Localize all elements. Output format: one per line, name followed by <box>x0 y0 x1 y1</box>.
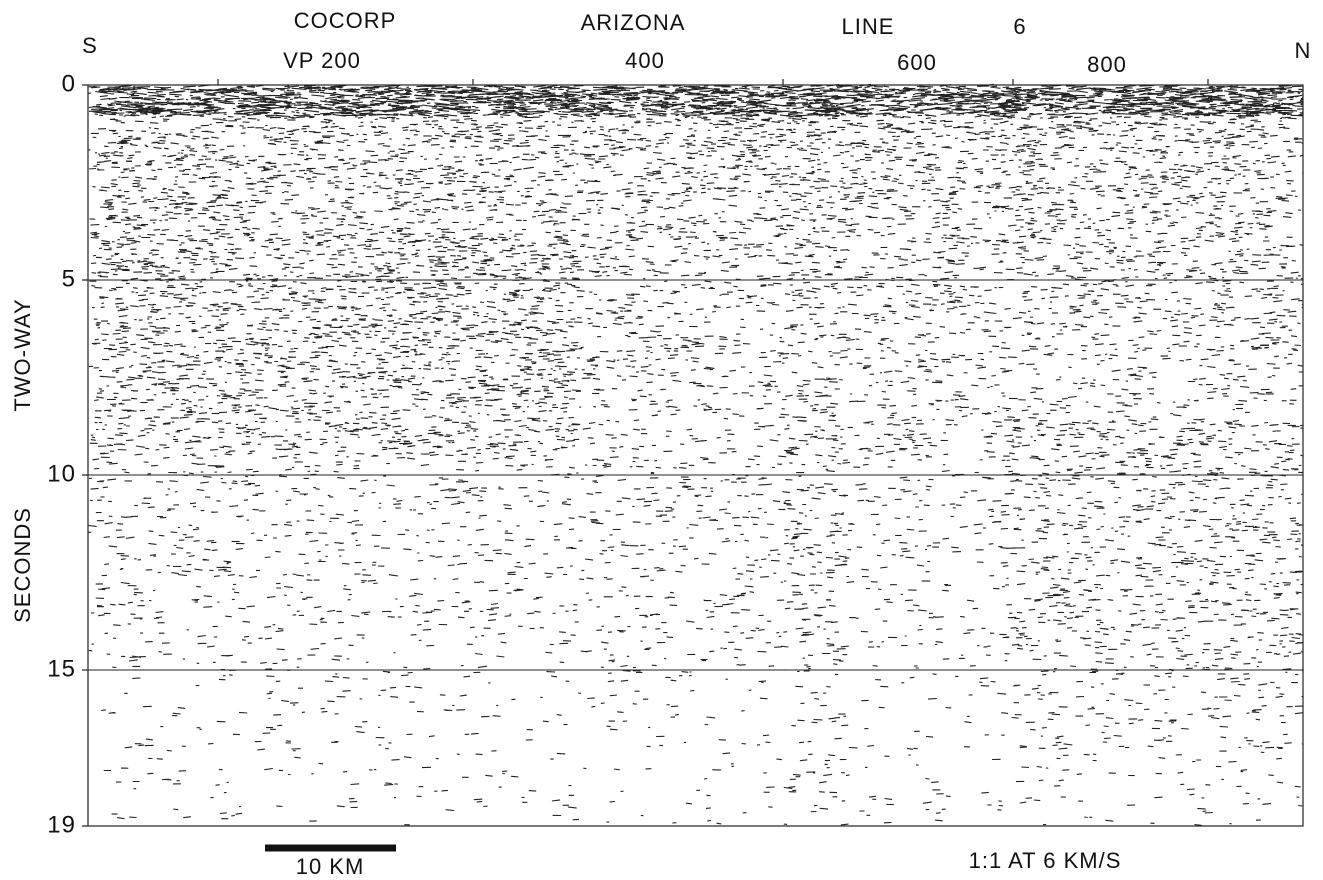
y-tick-label: 0 <box>62 70 76 97</box>
y-axis-label: TWO-WAY <box>10 298 35 411</box>
vp-label: VP 200 <box>283 48 361 73</box>
title-part: LINE <box>842 14 895 39</box>
title-part: ARIZONA <box>581 10 686 35</box>
title-part: 6 <box>1013 14 1026 39</box>
title-part: COCORP <box>294 8 397 33</box>
y-axis-label: SECONDS <box>10 507 35 623</box>
vp-label: 800 <box>1087 52 1127 77</box>
vp-label: 400 <box>625 48 665 73</box>
y-tick-label: 5 <box>62 265 76 292</box>
y-tick-label: 10 <box>47 460 76 487</box>
plot-frame <box>87 84 1304 827</box>
scale-note: 1:1 AT 6 KM/S <box>969 848 1122 873</box>
texture-strokes <box>88 84 1304 825</box>
y-tick-label: 19 <box>47 811 76 838</box>
line-end-label: N <box>1295 38 1312 63</box>
y-tick-label: 15 <box>47 655 76 682</box>
scale-bar-label: 10 KM <box>296 854 365 879</box>
line-end-label: S <box>82 33 98 58</box>
vp-label: 600 <box>897 50 937 75</box>
top-ticks <box>217 79 1209 85</box>
